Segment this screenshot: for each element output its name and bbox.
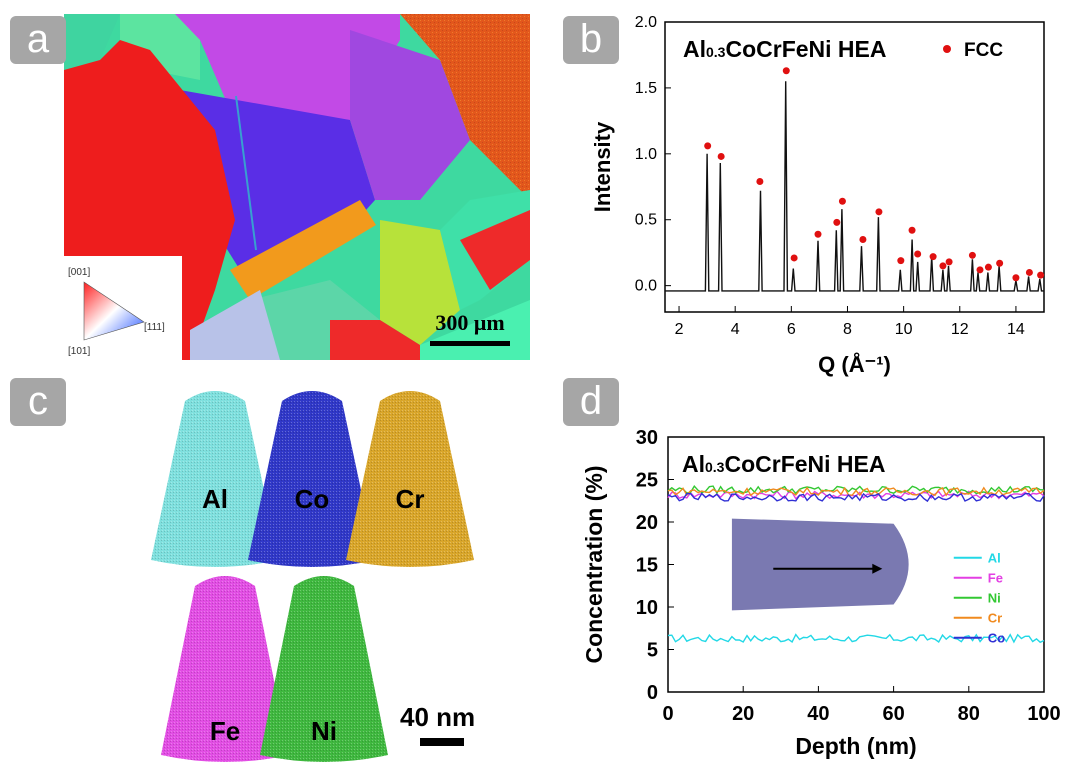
legend-label-al: Al xyxy=(988,551,1001,566)
y-tick-label: 1.5 xyxy=(635,80,657,97)
panel-d: d 0 20 40 60 80 100 0 5 10 15 20 25 30 Depth (nm) Conc… xyxy=(560,378,1067,763)
chart-title-d: Al0.3CoCrFeNi HEA xyxy=(682,451,885,477)
x-tick-label: 10 xyxy=(895,321,913,338)
ebsd-orientation-map: [001] [111] [101] 300 μm xyxy=(64,14,530,360)
fcc-peak-marker xyxy=(976,266,984,274)
apt-tip-shape xyxy=(731,518,909,611)
scalebar-label-a: 300 μm xyxy=(435,310,504,335)
legend-marker-fcc xyxy=(943,45,951,53)
y-tick-label: 5 xyxy=(647,640,658,662)
y-tick-label: 15 xyxy=(636,555,658,577)
x-tick-label: 60 xyxy=(882,703,904,725)
ipf-triangle-legend xyxy=(83,281,145,341)
y-axis-label: Concentration (%) xyxy=(581,465,607,663)
y-tick-label: 30 xyxy=(636,427,658,449)
fcc-peak-marker xyxy=(939,262,947,270)
series-line-al xyxy=(667,633,1045,644)
scalebar-a xyxy=(430,341,510,346)
apt-element-maps: Al Co Cr Fe Ni xyxy=(151,391,474,762)
xrd-trace xyxy=(664,81,1045,292)
x-tick-label: 20 xyxy=(732,703,754,725)
fcc-peak-marker xyxy=(756,178,764,185)
legend-label-fcc: FCC xyxy=(964,40,1003,61)
x-axis-label: Depth (nm) xyxy=(795,733,916,759)
x-tick-label: 2 xyxy=(675,321,684,338)
apt-label-cr: Cr xyxy=(396,484,425,514)
x-tick-label: 8 xyxy=(843,321,852,338)
x-tick-label: 0 xyxy=(662,703,673,725)
apt-tip-texture xyxy=(151,391,279,567)
fcc-peak-marker xyxy=(859,236,867,243)
x-tick-label: 100 xyxy=(1027,703,1060,725)
apt-tip-texture xyxy=(260,576,388,762)
panel-label-a: a xyxy=(10,16,66,64)
fcc-peak-marker xyxy=(814,230,822,238)
xrd-chart: 2 4 6 8 10 12 14 0.0 0.5 1.0 1.5 2.0 Q (Å⁻¹) Intensit… xyxy=(590,14,1045,377)
x-tick-label: 6 xyxy=(787,321,796,338)
ipf-label-101: [101] xyxy=(68,346,90,357)
fcc-peak-marker xyxy=(704,142,712,150)
ipf-label-111: [111] xyxy=(144,322,165,333)
fcc-peak-marker xyxy=(897,257,905,265)
y-tick-label: 25 xyxy=(636,470,658,492)
series-line-co xyxy=(667,492,1045,503)
panel-label-c: c xyxy=(10,378,66,426)
y-tick-label: 10 xyxy=(636,597,658,619)
panel-label-b: b xyxy=(563,16,619,64)
apt-tip-inset xyxy=(731,518,909,611)
plot-frame xyxy=(664,21,1045,313)
y-axis-label: Intensity xyxy=(590,121,615,212)
legend-label-ni: Ni xyxy=(988,591,1001,606)
panel-a: [001] [111] [101] 300 μm a xyxy=(0,0,540,362)
x-tick-label: 12 xyxy=(951,321,969,338)
series-line-cr xyxy=(667,486,1045,497)
apt-tip-texture xyxy=(161,576,289,762)
fcc-peak-marker xyxy=(984,263,992,271)
fcc-peak-marker xyxy=(929,253,937,261)
fcc-peak-marker xyxy=(945,258,953,266)
fcc-peak-marker xyxy=(875,208,883,216)
apt-label-fe: Fe xyxy=(210,716,240,746)
chart-title-b: Al0.3CoCrFeNi HEA xyxy=(683,36,886,62)
scalebar-c xyxy=(420,738,464,746)
fcc-peak-marker xyxy=(996,259,1004,267)
x-tick-label: 4 xyxy=(731,321,740,338)
ipf-label-001: [001] xyxy=(68,267,90,278)
panel-b: b 2 4 6 8 10 12 14 0.0 0.5 1.0 1.5 2.0 Q (Å⁻¹) Intens… xyxy=(560,0,1067,380)
legend-label-cr: Cr xyxy=(988,611,1002,626)
apt-label-ni: Ni xyxy=(311,716,337,746)
x-axis-label: Q (Å⁻¹) xyxy=(818,351,891,377)
fcc-peak-marker xyxy=(838,197,846,205)
fcc-peak-marker xyxy=(1025,268,1033,276)
apt-label-co: Co xyxy=(295,484,330,514)
fcc-peak-marker xyxy=(1012,274,1020,282)
scalebar-label-c: 40 nm xyxy=(400,702,476,732)
y-tick-label: 2.0 xyxy=(635,14,657,31)
apt-tip-texture xyxy=(248,391,376,567)
legend-label-fe: Fe xyxy=(988,571,1003,586)
fcc-peak-marker xyxy=(717,152,725,160)
legend-label-co: Co xyxy=(988,631,1005,646)
y-tick-label: 20 xyxy=(636,512,658,534)
fcc-peak-marker xyxy=(1037,271,1045,279)
panel-c: c Al Co Cr Fe Ni 40 nm xyxy=(0,378,540,763)
x-tick-label: 40 xyxy=(807,703,829,725)
fcc-peak-marker xyxy=(790,254,798,262)
fcc-peak-marker xyxy=(968,251,976,259)
y-tick-label: 0.0 xyxy=(635,278,657,295)
panel-label-d: d xyxy=(563,378,619,426)
fcc-peak-marker xyxy=(908,226,916,234)
fcc-peak-marker xyxy=(782,67,790,75)
depth-arrow-head xyxy=(872,563,883,574)
y-tick-label: 1.0 xyxy=(635,146,657,163)
x-tick-label: 14 xyxy=(1007,321,1025,338)
y-tick-label: 0 xyxy=(647,682,658,704)
fcc-peak-marker xyxy=(833,218,841,226)
concentration-chart: 0 20 40 60 80 100 0 5 10 15 20 25 30 Depth (nm) Concen… xyxy=(581,427,1061,759)
y-tick-label: 0.5 xyxy=(635,212,657,229)
apt-label-al: Al xyxy=(202,484,228,514)
fcc-peak-marker xyxy=(914,250,922,258)
apt-tip-texture xyxy=(346,391,474,567)
x-tick-label: 80 xyxy=(958,703,980,725)
